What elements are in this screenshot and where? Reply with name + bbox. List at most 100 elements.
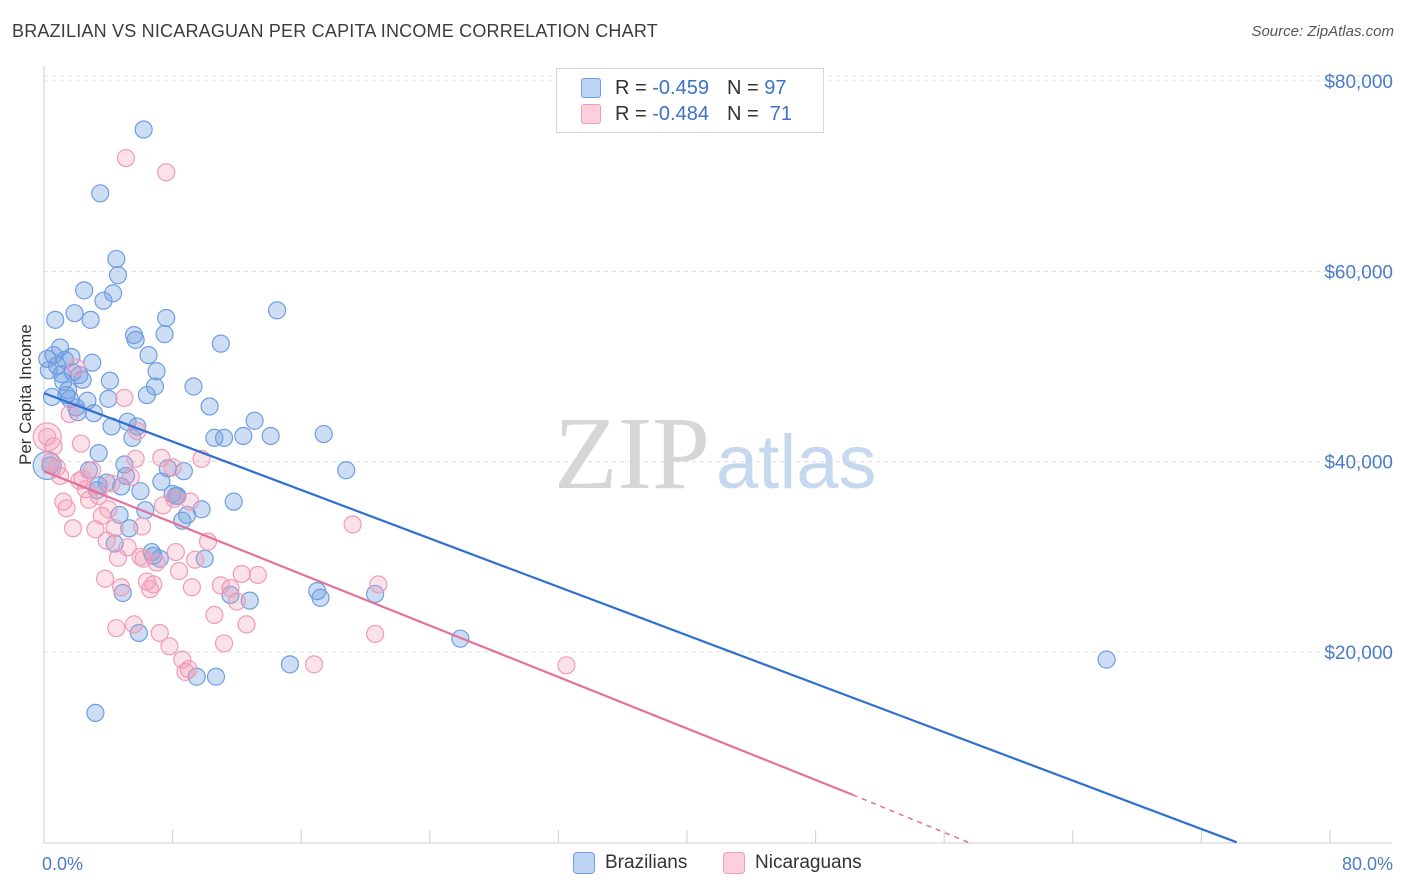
nicaraguans-point <box>126 449 145 468</box>
brazilians-point <box>1097 650 1116 669</box>
nicaraguans-point <box>63 519 83 538</box>
brazilians-point <box>147 362 166 381</box>
brazilians-point <box>86 703 105 723</box>
brazilians-point <box>65 304 84 323</box>
nicaraguans-point <box>366 624 385 644</box>
legend-item-nicaraguans[interactable]: Nicaraguans <box>723 852 862 874</box>
brazilians-point <box>84 404 103 423</box>
nicaraguans-point <box>83 461 102 480</box>
nicaraguans-swatch <box>581 104 601 124</box>
brazilians-point <box>184 377 203 396</box>
x-tick-label: 0.0% <box>42 854 83 874</box>
r-label: R = <box>615 76 647 99</box>
brazilians-point <box>108 266 128 285</box>
brazilians-point <box>200 397 219 416</box>
nicaraguans-point <box>38 427 57 447</box>
axes <box>43 66 1392 844</box>
brazilians-point <box>104 284 123 303</box>
watermark: ZIP atlas <box>554 396 877 511</box>
nicaraguans-point <box>116 148 136 168</box>
nicaraguans-point <box>232 564 251 584</box>
nicaraguans-point <box>144 575 163 594</box>
chart-title: BRAZILIAN VS NICARAGUAN PER CAPITA INCOM… <box>12 21 658 41</box>
nicaraguans-point <box>205 605 224 624</box>
brazilians-legend-swatch <box>573 852 595 874</box>
brazilians-point <box>211 334 230 353</box>
watermark-atlas: atlas <box>716 420 877 505</box>
nicaraguans-point <box>79 490 99 509</box>
legend-row-brazilians: R = -0.459 N = 97 <box>581 76 786 100</box>
nicaraguans-point <box>304 655 324 674</box>
brazilians-point <box>155 325 174 344</box>
brazilians-point <box>126 330 145 349</box>
x-tick-label: 80.0% <box>1342 854 1393 874</box>
n-value: 97 <box>764 76 787 99</box>
brazilians-swatch <box>581 78 601 98</box>
brazilians-point <box>311 588 330 607</box>
nicaraguans-point <box>147 553 166 572</box>
nicaraguans-point <box>57 499 76 518</box>
nicaraguans-point-large <box>32 422 62 452</box>
brazilians-point <box>46 310 65 329</box>
brazilians-point <box>240 591 259 610</box>
nicaraguans-point <box>186 550 205 569</box>
nicaraguans-point <box>102 474 121 493</box>
legend-label-brazilians: Brazilians <box>605 852 688 873</box>
r-label: R = <box>615 102 647 125</box>
nicaraguans-point <box>176 662 195 682</box>
nicaraguans-point <box>153 496 173 515</box>
nicaraguans-trend-line <box>43 470 853 796</box>
nicaraguans-point <box>118 538 137 557</box>
brazilians-point <box>99 389 118 408</box>
nicaraguans-point <box>227 592 246 611</box>
brazilians-point <box>129 623 148 643</box>
tick-labels: $20,000 $40,000 $60,000 $80,000 0.0% 80.0% <box>42 72 1393 874</box>
brazilians-point <box>174 462 193 481</box>
brazilians-point <box>81 310 100 329</box>
brazilians-point <box>94 291 113 310</box>
brazilians-point <box>366 584 385 604</box>
nicaraguans-point <box>107 619 126 638</box>
series-legend: Brazilians Nicaraguans <box>0 852 1406 878</box>
nicaraguans-point <box>160 637 179 656</box>
nicaraguans-point <box>214 634 234 653</box>
nicaraguans-point <box>150 623 169 643</box>
brazilians-point <box>224 492 243 511</box>
nicaraguans-point <box>67 358 86 377</box>
nicaraguans-point <box>369 575 388 594</box>
brazilians-point <box>44 345 63 365</box>
nicaraguans-point <box>71 434 91 453</box>
brazilians-point <box>131 482 150 501</box>
nicaraguans-legend-swatch <box>723 852 745 874</box>
brazilians-point <box>134 120 153 139</box>
legend-item-brazilians[interactable]: Brazilians <box>573 852 687 874</box>
trend-lines <box>43 392 1238 844</box>
n-value: 71 <box>769 102 793 125</box>
brazilians-point <box>245 411 264 430</box>
nicaraguans-point <box>112 578 131 597</box>
nicaraguans-point <box>182 578 201 597</box>
source-label: Source: ZipAtlas.com <box>1251 23 1394 40</box>
nicaraguans-point <box>152 448 171 467</box>
watermark-zip: ZIP <box>554 396 710 511</box>
brazilians-point <box>261 426 280 446</box>
grid-lines <box>44 75 1392 653</box>
brazilians-trend-line <box>43 392 1238 844</box>
nicaraguans-point <box>237 615 256 634</box>
brazilians-point <box>100 371 120 390</box>
brazilians-point <box>139 345 158 365</box>
correlation-legend: R = -0.459 N = 97 R = -0.484 N = 71 <box>556 68 824 133</box>
brazilians-point <box>54 372 73 391</box>
nicaraguans-point <box>95 569 115 588</box>
nicaraguans-point <box>181 492 200 511</box>
brazilians-point <box>280 655 300 674</box>
y-tick-label: $80,000 <box>1324 72 1393 93</box>
nicaraguans-point <box>132 517 152 536</box>
nicaraguans-point <box>557 656 576 675</box>
nicaraguans-point <box>166 542 185 562</box>
brazilians-point <box>145 377 165 396</box>
brazilians-point <box>205 428 224 447</box>
nicaraguans-point <box>121 467 140 486</box>
nicaraguans-point <box>99 500 118 519</box>
